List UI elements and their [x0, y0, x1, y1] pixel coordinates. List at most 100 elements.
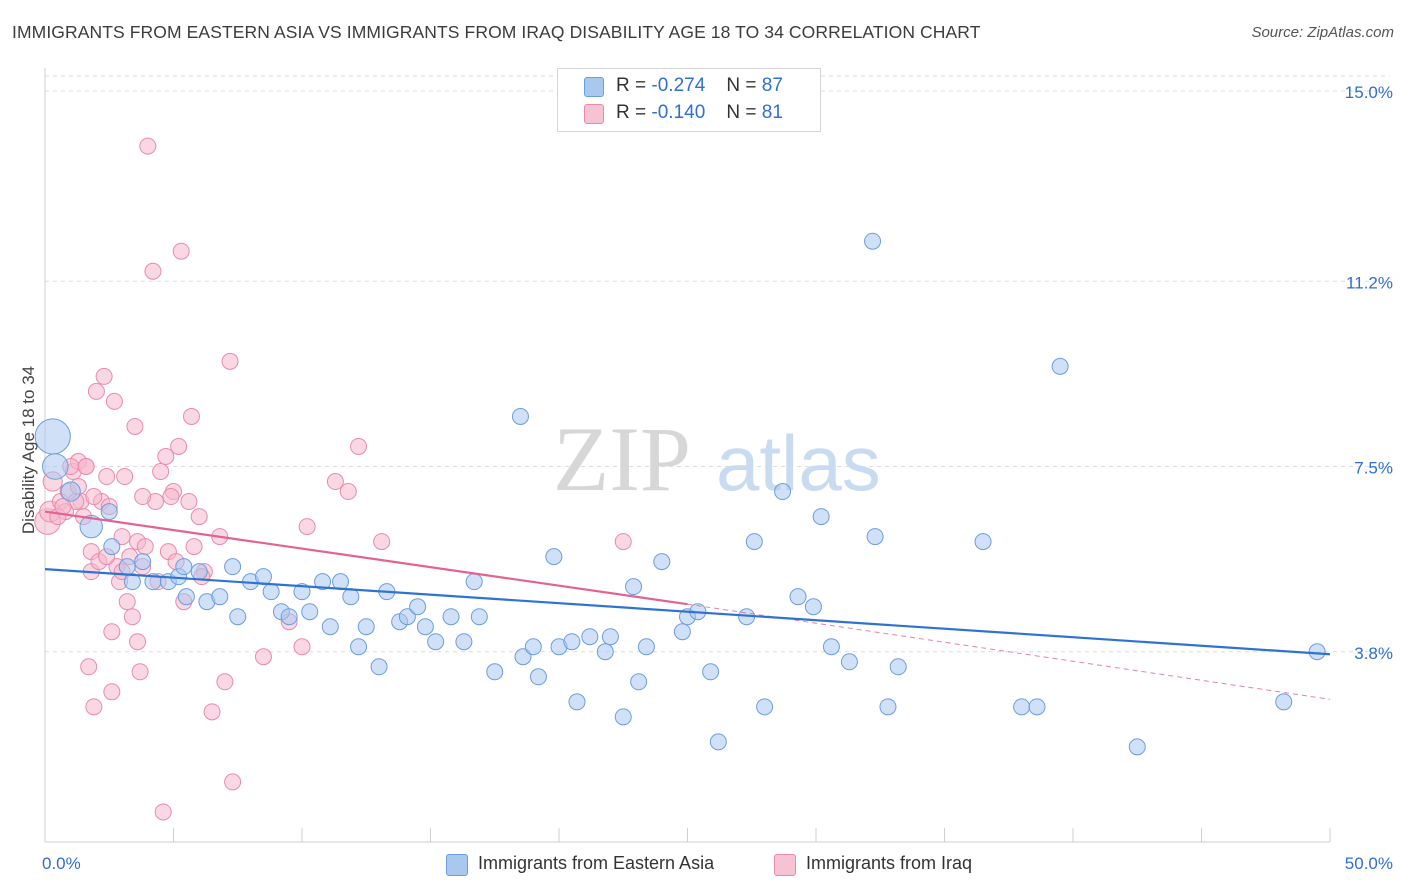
gridlines: [45, 75, 1390, 653]
point-iraq: [221, 352, 239, 370]
point-eastern-asia: [293, 583, 311, 601]
point-eastern-asia: [370, 658, 388, 676]
point-iraq: [157, 447, 175, 465]
n-label: N =: [726, 102, 757, 123]
point-eastern-asia: [41, 453, 69, 480]
point-iraq: [203, 703, 221, 721]
point-eastern-asia: [280, 608, 298, 626]
point-eastern-asia: [804, 598, 822, 616]
point-iraq: [116, 468, 134, 486]
axes: [44, 68, 1331, 843]
point-iraq: [118, 593, 136, 611]
point-iraq: [182, 407, 200, 425]
point-iraq: [87, 382, 105, 400]
point-eastern-asia: [702, 663, 720, 681]
data-points: [34, 137, 1326, 821]
point-iraq: [293, 638, 311, 656]
point-iraq: [185, 538, 203, 556]
stats-legend: R = -0.274 N = 87 R = -0.140 N = 81: [557, 68, 821, 132]
point-eastern-asia: [1028, 698, 1046, 716]
watermark-atlas: atlas: [716, 419, 881, 507]
point-eastern-asia: [398, 608, 416, 626]
point-iraq: [129, 633, 147, 651]
r-label: R =: [616, 75, 647, 96]
point-eastern-asia: [486, 663, 504, 681]
r-value: -0.140: [651, 102, 706, 123]
point-iraq: [77, 458, 95, 476]
point-eastern-asia: [653, 553, 671, 571]
point-eastern-asia: [812, 508, 830, 526]
n-label: N =: [726, 75, 757, 96]
trend-lines: [44, 510, 1331, 700]
point-eastern-asia: [614, 708, 632, 726]
point-eastern-asia: [103, 538, 121, 556]
point-eastern-asia: [879, 698, 897, 716]
point-eastern-asia: [745, 533, 763, 551]
point-eastern-asia: [864, 232, 882, 250]
y-tick-label: 7.5%: [1354, 459, 1393, 478]
point-iraq: [95, 367, 113, 385]
x-tick-label: 50.0%: [1345, 854, 1393, 873]
point-eastern-asia: [563, 633, 581, 651]
r-value: -0.274: [651, 75, 706, 96]
point-eastern-asia: [789, 588, 807, 606]
point-eastern-asia: [1013, 698, 1031, 716]
y-axis-label-wrap: Disability Age 18 to 34: [14, 300, 44, 600]
point-iraq: [614, 533, 632, 551]
point-eastern-asia: [630, 673, 648, 691]
point-eastern-asia: [529, 668, 547, 686]
series-legend: Immigrants from Eastern Asia Immigrants …: [0, 852, 1406, 878]
point-eastern-asia: [581, 628, 599, 646]
point-eastern-asia: [123, 573, 141, 591]
point-iraq: [144, 262, 162, 280]
point-eastern-asia: [822, 638, 840, 656]
point-eastern-asia: [596, 643, 614, 661]
point-iraq: [98, 468, 116, 486]
point-eastern-asia: [321, 618, 339, 636]
point-iraq: [103, 683, 121, 701]
point-eastern-asia: [134, 553, 152, 571]
point-eastern-asia: [1275, 693, 1293, 711]
point-eastern-asia: [455, 633, 473, 651]
point-iraq: [103, 623, 121, 641]
point-eastern-asia: [601, 628, 619, 646]
point-eastern-asia: [974, 533, 992, 551]
point-eastern-asia: [1308, 643, 1326, 661]
point-eastern-asia: [511, 407, 529, 425]
point-eastern-asia: [409, 598, 427, 616]
point-eastern-asia: [545, 548, 563, 566]
legend-swatch-eastern-asia: [446, 854, 468, 876]
point-eastern-asia: [524, 638, 542, 656]
point-eastern-asia: [118, 558, 136, 576]
legend-swatch-iraq: [774, 854, 796, 876]
watermark: ZIP atlas: [553, 408, 881, 510]
point-iraq: [126, 417, 144, 435]
point-iraq: [105, 392, 123, 410]
point-iraq: [162, 488, 180, 506]
point-eastern-asia: [350, 638, 368, 656]
point-eastern-asia: [673, 623, 691, 641]
point-iraq: [326, 473, 344, 491]
point-iraq: [373, 533, 391, 551]
point-eastern-asia: [79, 514, 103, 539]
point-iraq: [170, 437, 188, 455]
point-eastern-asia: [190, 563, 208, 581]
point-eastern-asia: [100, 503, 118, 521]
point-eastern-asia: [342, 588, 360, 606]
watermark-zip: ZIP: [553, 408, 691, 510]
trend-line-eastern-asia: [44, 568, 1331, 656]
y-tick-label: 11.2%: [1346, 273, 1393, 292]
point-iraq: [134, 488, 152, 506]
point-eastern-asia: [175, 558, 193, 576]
point-iraq: [180, 493, 198, 511]
point-eastern-asia: [357, 618, 375, 636]
point-iraq: [85, 488, 103, 506]
point-iraq: [339, 483, 357, 501]
point-eastern-asia: [314, 573, 332, 591]
point-eastern-asia: [465, 573, 483, 591]
point-eastern-asia: [416, 618, 434, 636]
point-iraq: [131, 663, 149, 681]
x-tick-label: 0.0%: [42, 854, 81, 873]
point-eastern-asia: [625, 578, 643, 596]
